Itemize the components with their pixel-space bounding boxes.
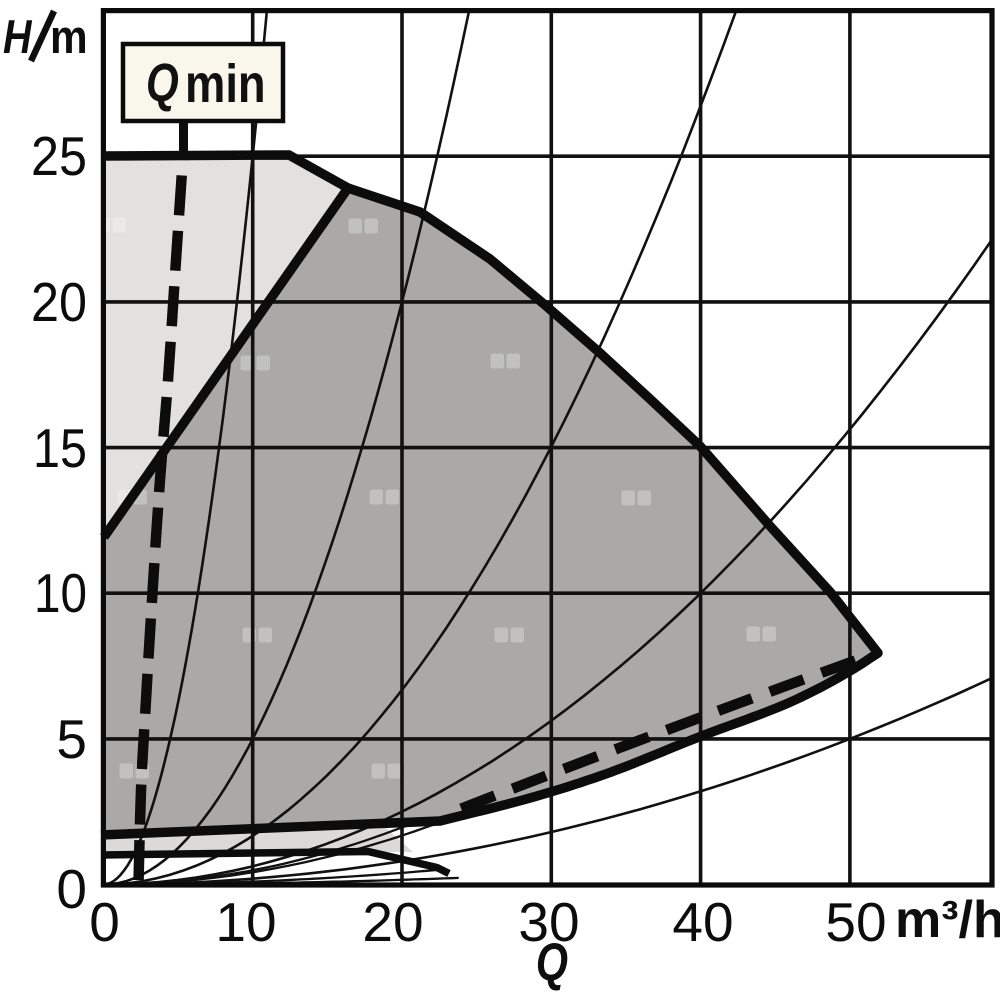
svg-text:5: 5 bbox=[56, 708, 87, 770]
svg-text:0: 0 bbox=[89, 891, 120, 953]
svg-text:40: 40 bbox=[672, 891, 733, 953]
svg-text:0: 0 bbox=[56, 858, 87, 920]
svg-text:20: 20 bbox=[31, 271, 87, 333]
svg-text:Q: Q bbox=[146, 53, 179, 113]
svg-text:20: 20 bbox=[362, 891, 423, 953]
svg-text:Q: Q bbox=[536, 933, 568, 992]
svg-text:m: m bbox=[50, 12, 88, 64]
svg-text:m³/h: m³/h bbox=[895, 891, 1000, 949]
svg-text:30: 30 bbox=[518, 891, 579, 953]
svg-text:15: 15 bbox=[33, 417, 87, 479]
svg-text:H: H bbox=[3, 12, 33, 64]
svg-text:min: min bbox=[185, 53, 266, 114]
svg-text:50: 50 bbox=[825, 891, 886, 953]
svg-text:25: 25 bbox=[31, 125, 87, 187]
svg-text:10: 10 bbox=[215, 891, 276, 953]
svg-text:10: 10 bbox=[34, 562, 87, 624]
